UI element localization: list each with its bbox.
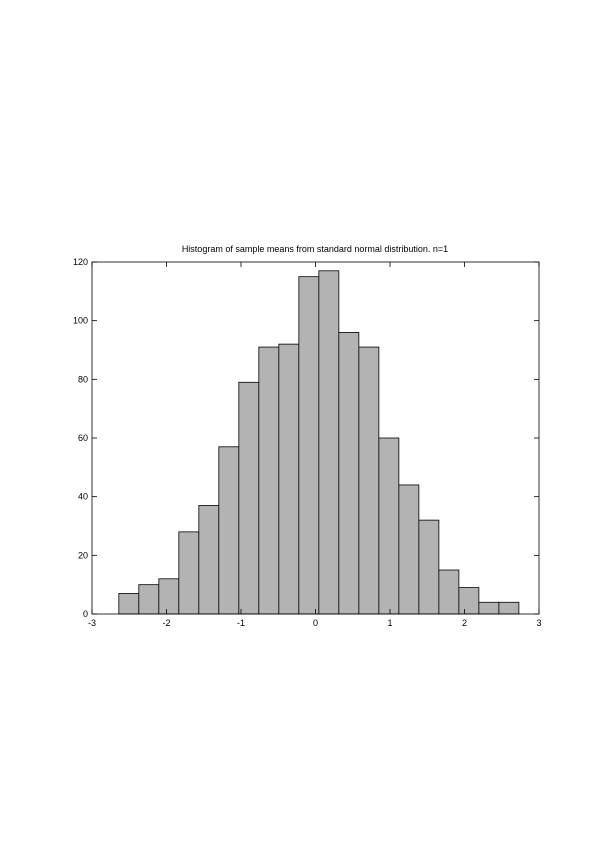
x-tick-label: -3	[88, 618, 96, 628]
bar	[378, 437, 400, 615]
y-tick-label: 80	[78, 374, 88, 384]
y-tick-label: 60	[78, 433, 88, 443]
bar	[498, 601, 520, 615]
y-tick-label: 100	[73, 316, 88, 326]
bar	[218, 446, 240, 615]
bar	[358, 346, 380, 615]
bar	[478, 601, 500, 615]
x-tick-label: 0	[313, 618, 318, 628]
bar	[338, 331, 360, 615]
bar	[158, 578, 180, 615]
bar	[238, 381, 260, 615]
bar	[438, 569, 460, 615]
x-tick-label: -2	[162, 618, 170, 628]
bar	[298, 276, 320, 615]
y-tick-label: 120	[73, 257, 88, 267]
bar	[178, 531, 200, 615]
bar	[138, 584, 160, 615]
bar	[118, 593, 140, 615]
bar	[278, 343, 300, 615]
bar	[198, 505, 220, 615]
y-tick-label: 20	[78, 550, 88, 560]
x-tick-label: 3	[536, 618, 541, 628]
x-tick-label: -1	[237, 618, 245, 628]
chart-title: Histogram of sample means from standard …	[182, 244, 448, 254]
x-tick-label: 1	[387, 618, 392, 628]
bar	[458, 587, 480, 615]
bar	[418, 519, 440, 615]
bar	[318, 270, 340, 615]
y-tick-label: 0	[83, 609, 88, 619]
bar	[398, 484, 420, 615]
bar	[258, 346, 280, 615]
x-tick-label: 2	[462, 618, 467, 628]
y-tick-label: 40	[78, 492, 88, 502]
